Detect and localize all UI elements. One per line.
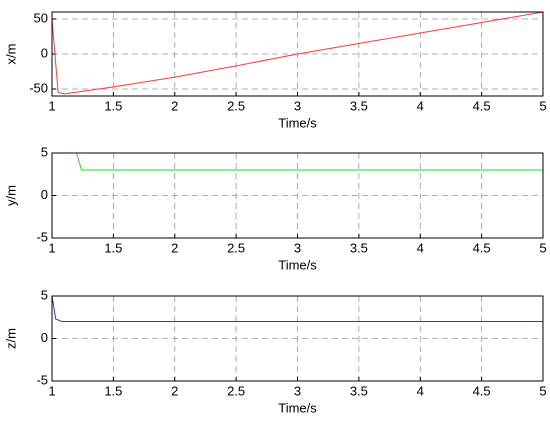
y-axis-label: z/m [3,328,18,349]
x-tick-label: 2 [171,383,178,398]
x-tick-label: 4.5 [473,98,491,113]
x-axis-label: Time/s [278,257,317,272]
x-tick-label: 2.5 [227,383,245,398]
x-tick-label: 2.5 [227,240,245,255]
x-tick-label: 4.5 [473,240,491,255]
axes-frame [51,295,544,382]
x-tick-label: 3.5 [350,383,368,398]
x-tick-label: 1.5 [104,383,122,398]
x-tick-label: 1 [48,240,55,255]
data-line [52,12,543,95]
x-tick-label: 1 [48,383,55,398]
x-tick-label: 3 [294,240,301,255]
y-tick-label: 50 [34,10,48,25]
x-tick-label: 3.5 [350,98,368,113]
x-tick-label: 4.5 [473,383,491,398]
x-tick-label: 1 [48,98,55,113]
x-tick-label: 3.5 [350,240,368,255]
x-tick-label: 5 [539,98,546,113]
x-tick-label: 1.5 [104,98,122,113]
axes-frame [51,11,544,97]
y-tick-label: -5 [36,372,48,387]
y-tick-label: 0 [41,330,48,345]
x-tick-label: 5 [539,383,546,398]
y-axis-label: x/m [3,44,18,65]
data-line [76,153,543,171]
x-tick-label: 3 [294,98,301,113]
axes-frame [51,152,544,239]
x-tick-label: 2.5 [227,98,245,113]
x-axis-label: Time/s [278,400,317,415]
x-tick-label: 2 [171,240,178,255]
y-tick-label: 5 [41,287,48,302]
y-tick-label: 0 [41,45,48,60]
x-tick-label: 4 [417,383,424,398]
x-tick-label: 5 [539,240,546,255]
y-tick-label: 0 [41,187,48,202]
x-tick-label: 2 [171,98,178,113]
data-line [52,296,543,322]
x-tick-label: 3 [294,383,301,398]
y-tick-label: 5 [41,144,48,159]
x-tick-label: 1.5 [104,240,122,255]
y-tick-label: -5 [36,229,48,244]
x-axis-label: Time/s [278,115,317,130]
x-tick-label: 4 [417,240,424,255]
y-tick-label: -50 [29,80,48,95]
x-tick-label: 4 [417,98,424,113]
y-axis-label: y/m [3,185,18,206]
